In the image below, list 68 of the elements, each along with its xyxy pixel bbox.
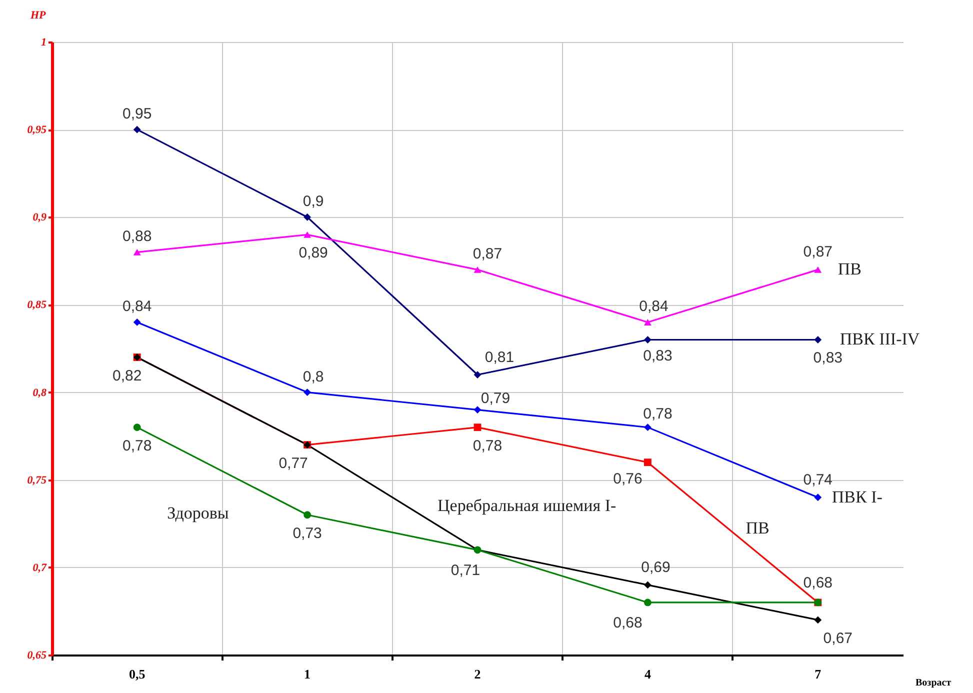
point [644, 319, 652, 326]
x-tick-label: 1 [304, 666, 311, 682]
x-tick-label: 0,5 [128, 666, 146, 682]
point [644, 336, 652, 344]
point [644, 458, 652, 466]
data-label: 0,83 [643, 348, 672, 365]
data-label: 0,76 [613, 470, 642, 488]
point [644, 424, 652, 432]
point [133, 126, 141, 134]
series-label: ПВК I- [832, 487, 883, 506]
x-tick-label: 7 [814, 666, 822, 682]
data-label: 0,68 [803, 574, 832, 592]
data-label: 0,68 [613, 614, 642, 632]
point [644, 598, 652, 606]
point [304, 388, 312, 396]
data-label: 0,74 [803, 471, 832, 488]
point [133, 318, 141, 326]
data-label: 0,78 [643, 405, 672, 422]
point [814, 494, 822, 502]
y-tick-label: 0,85 [27, 299, 47, 312]
data-label: 0,84 [639, 298, 668, 316]
x-axis-title: Возраст [916, 678, 952, 688]
y-tick-label: 0,7 [32, 562, 47, 574]
data-label: 0,67 [823, 630, 852, 647]
y-tick-label: 0,9 [32, 212, 47, 224]
data-label: 0,89 [298, 244, 328, 262]
series-label: ПВ [838, 260, 862, 279]
x-tick-label: 4 [644, 666, 652, 682]
data-label: 0,79 [480, 390, 510, 407]
data-label: 0,81 [484, 348, 514, 366]
data-label: 0,69 [641, 558, 670, 576]
data-label: 0,87 [472, 246, 502, 263]
point [133, 424, 141, 432]
y-tick-label: 0,8 [32, 386, 47, 399]
y-tick-label: 0,75 [27, 474, 47, 486]
point [474, 424, 482, 432]
point [474, 406, 482, 414]
point [814, 616, 822, 624]
y-axis-title: НР [30, 10, 46, 22]
data-label: 0,8 [302, 368, 324, 386]
point [304, 511, 312, 519]
point [474, 266, 482, 273]
series-label: Здоровы [167, 503, 230, 522]
series-label: Церебральная ишемия I- [438, 496, 616, 515]
y-tick-label: 1 [41, 36, 46, 48]
data-label: 0,95 [122, 106, 152, 123]
point [644, 581, 652, 589]
data-label: 0,73 [292, 524, 322, 542]
y-tick-label: 0,65 [27, 650, 47, 662]
data-label: 0,84 [122, 298, 152, 316]
series-label: ПВК III-IV [840, 330, 920, 349]
data-label: 0,88 [122, 228, 152, 246]
data-label: 0,77 [278, 454, 308, 472]
data-label: 0,78 [122, 437, 152, 454]
point [304, 231, 312, 238]
point [814, 266, 822, 273]
point [814, 336, 822, 344]
data-label: 0,83 [813, 350, 842, 367]
point [304, 213, 312, 221]
series-label: ПВ [746, 518, 770, 538]
data-label: 0,71 [450, 562, 480, 579]
y-tick-label: 0,95 [27, 124, 47, 136]
data-label: 0,9 [302, 193, 324, 210]
data-label: 0,78 [472, 437, 502, 454]
x-tick-label: 2 [474, 666, 481, 682]
data-label: 0,82 [112, 367, 142, 384]
point [133, 248, 141, 256]
data-label: 0,87 [803, 244, 832, 261]
